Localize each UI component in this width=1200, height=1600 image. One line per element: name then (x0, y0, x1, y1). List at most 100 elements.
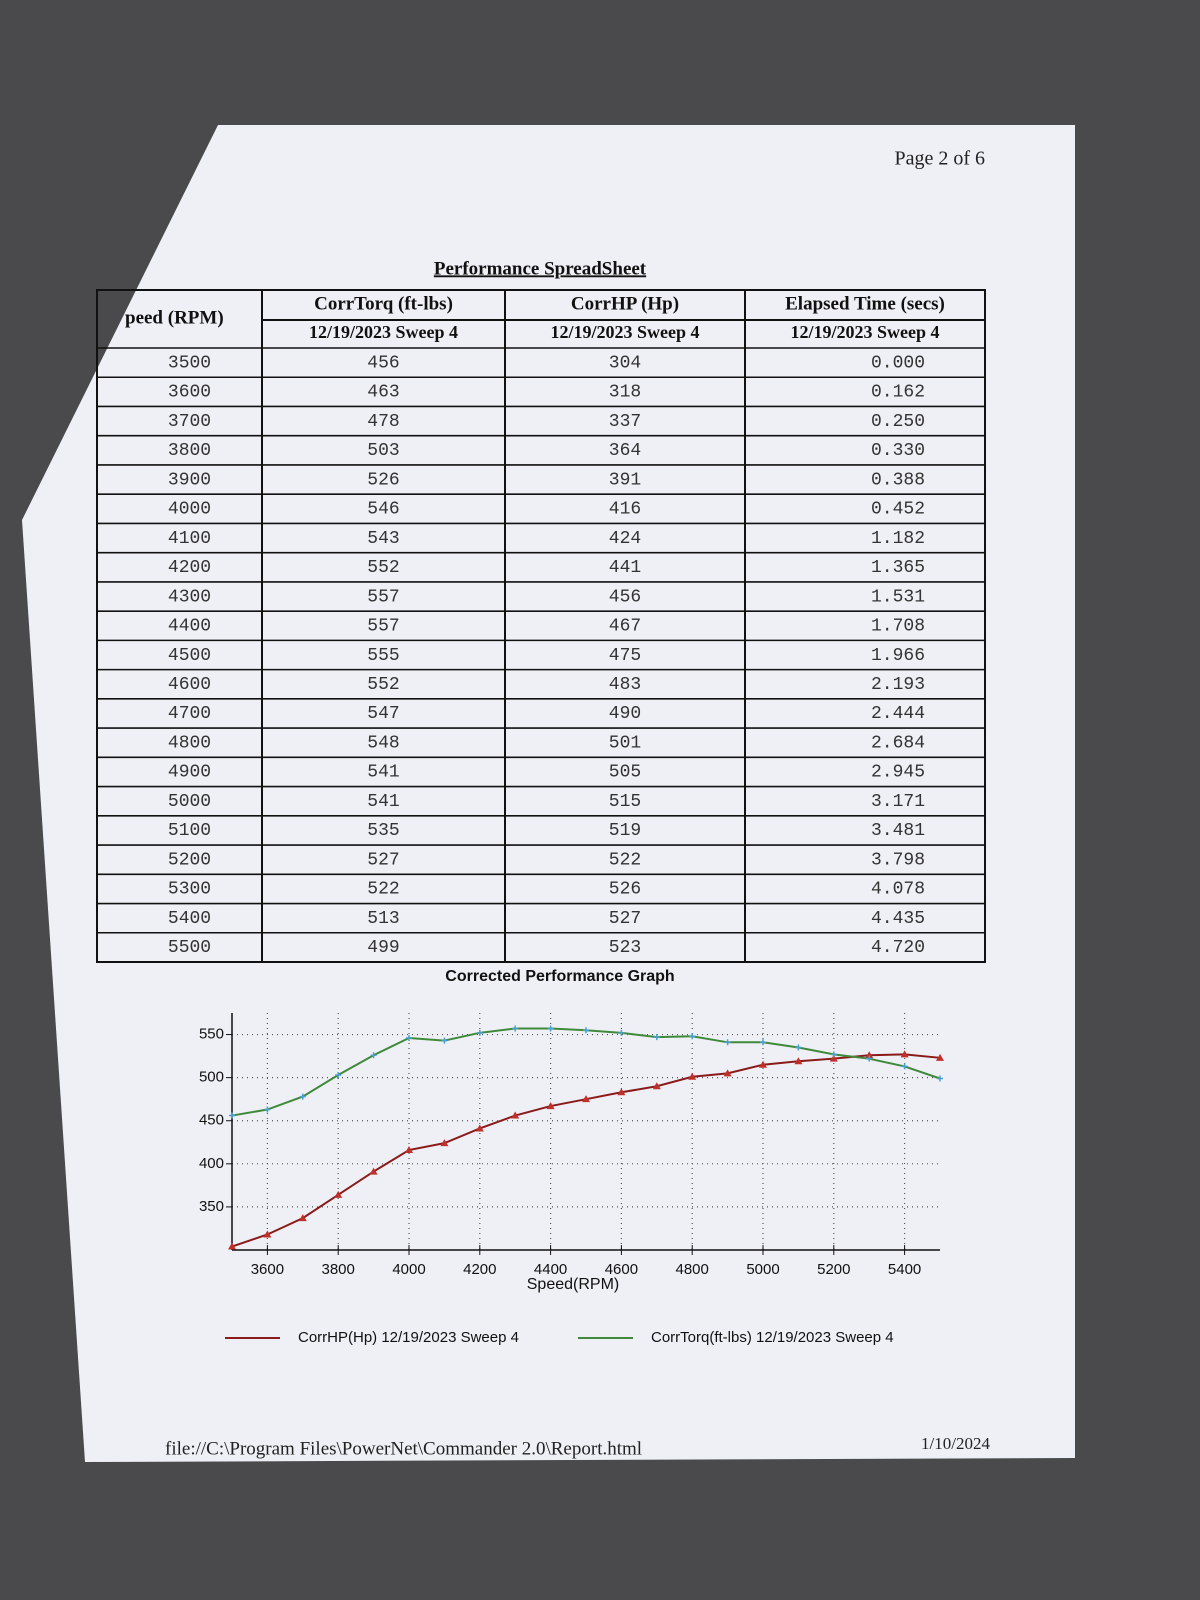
table-cell: 3900 (168, 470, 211, 490)
point-marker (335, 1072, 342, 1079)
table-cell: 503 (367, 441, 399, 461)
table-cell: 3700 (168, 412, 211, 432)
table-cell: 0.388 (871, 470, 925, 490)
table-cell: 4100 (168, 529, 211, 549)
x-tick-label: 4600 (605, 1261, 638, 1278)
table-cell: 4000 (168, 500, 211, 520)
point-marker (900, 1050, 909, 1058)
table-cell: 5100 (168, 821, 211, 841)
table-cell: 5500 (168, 938, 211, 958)
legend-label: CorrTorq(ft-lbs) 12/19/2023 Sweep 4 (651, 1329, 894, 1346)
footer-path: file://C:\Program Files\PowerNet\Command… (165, 1438, 642, 1459)
table-cell: 4500 (168, 646, 211, 666)
table-cell: 4700 (168, 704, 211, 724)
point-marker (264, 1106, 271, 1113)
point-marker (229, 1112, 235, 1119)
table-cell: 548 (367, 733, 399, 753)
table-cell: 535 (367, 821, 399, 841)
table-cell: 526 (609, 880, 641, 900)
table-cell: 5400 (168, 909, 211, 929)
column-header: peed (RPM) (125, 307, 224, 328)
x-tick-label: 3600 (251, 1261, 284, 1278)
column-subheader: 12/19/2023 Sweep 4 (309, 322, 458, 342)
point-marker (582, 1095, 590, 1103)
table-cell: 543 (367, 529, 399, 549)
point-marker (937, 1075, 943, 1082)
table-cell: 304 (609, 353, 641, 373)
table-cell: 456 (367, 353, 399, 373)
point-marker (512, 1025, 519, 1032)
table-cell: 5300 (168, 880, 211, 900)
legend-label: CorrHP(Hp) 12/19/2023 Sweep 4 (298, 1329, 519, 1346)
x-tick-label: 5400 (888, 1261, 921, 1278)
table-cell: 3.798 (871, 850, 925, 870)
table-cell: 463 (367, 383, 399, 403)
table-cell: 527 (609, 909, 641, 929)
point-marker (652, 1082, 661, 1090)
table-cell: 467 (609, 617, 641, 637)
table-cell: 364 (609, 441, 641, 461)
table-cell: 3.171 (871, 792, 925, 812)
y-tick-label: 550 (199, 1026, 224, 1043)
point-marker (406, 1034, 412, 1041)
table-cell: 515 (609, 792, 641, 812)
table-cell: 4900 (168, 763, 211, 783)
point-marker (298, 1214, 307, 1222)
table-cell: 337 (609, 412, 641, 432)
table-cell: 478 (367, 412, 399, 432)
table-cell: 483 (609, 675, 641, 695)
x-tick-label: 4400 (534, 1261, 567, 1278)
table-cell: 1.182 (871, 529, 925, 549)
table-cell: 522 (367, 880, 399, 900)
table-cell: 546 (367, 500, 399, 520)
x-tick-label: 3800 (322, 1261, 355, 1278)
table-cell: 1.708 (871, 617, 925, 637)
table-cell: 519 (609, 821, 641, 841)
table-cell: 4200 (168, 558, 211, 578)
paper (22, 125, 1075, 1462)
table-cell: 505 (609, 763, 641, 783)
table-cell: 555 (367, 646, 399, 666)
x-tick-label: 5200 (817, 1261, 850, 1278)
table-cell: 552 (367, 558, 399, 578)
point-marker (476, 1029, 483, 1036)
point-marker (441, 1037, 448, 1044)
table-cell: 475 (609, 646, 641, 666)
table-cell: 0.330 (871, 441, 925, 461)
chart: Corrected Performance Graph Speed(RPM) 3… (199, 968, 944, 1346)
point-marker (334, 1190, 343, 1198)
point-marker (228, 1242, 236, 1250)
table-cell: 2.193 (871, 675, 925, 695)
y-tick-label: 500 (199, 1069, 224, 1086)
table-cell: 4600 (168, 675, 211, 695)
point-marker (794, 1057, 803, 1065)
point-marker (583, 1027, 589, 1034)
table-cell: 547 (367, 704, 399, 724)
point-marker (866, 1055, 873, 1062)
table-cell: 318 (609, 383, 641, 403)
table-cell: 441 (609, 558, 641, 578)
column-subheader: 12/19/2023 Sweep 4 (790, 322, 939, 342)
point-marker (653, 1034, 660, 1041)
point-marker (405, 1146, 413, 1154)
point-marker (795, 1044, 802, 1051)
y-tick-label: 350 (199, 1198, 224, 1215)
column-subheader: 12/19/2023 Sweep 4 (550, 322, 699, 342)
table-cell: 3.481 (871, 821, 925, 841)
x-axis-label: Speed(RPM) (527, 1276, 619, 1293)
table-cell: 0.250 (871, 412, 925, 432)
table-cell: 490 (609, 704, 641, 724)
column-header: CorrHP (Hp) (571, 293, 679, 314)
table-cell: 513 (367, 909, 399, 929)
point-marker (759, 1060, 767, 1068)
table: peed (RPM) CorrTorq (ft-lbs) CorrHP (Hp) El… (96, 289, 986, 963)
point-marker (370, 1052, 377, 1059)
table-cell: 1.966 (871, 646, 925, 666)
table-cell: 0.452 (871, 500, 925, 520)
table-cell: 552 (367, 675, 399, 695)
table-cell: 456 (609, 587, 641, 607)
point-marker (760, 1039, 766, 1046)
point-marker (618, 1029, 625, 1036)
table-cell: 4400 (168, 617, 211, 637)
chart-title: Corrected Performance Graph (445, 968, 674, 985)
